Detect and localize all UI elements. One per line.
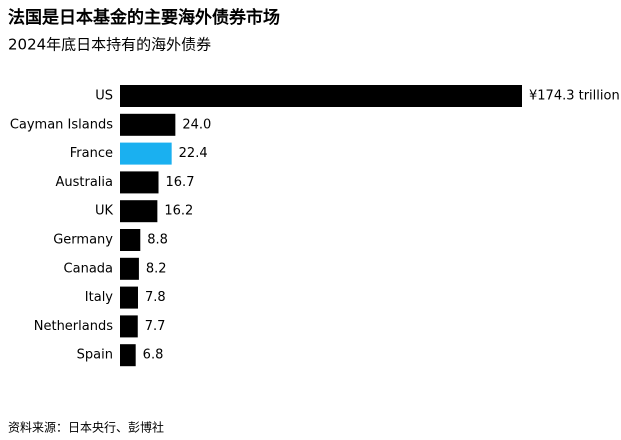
- value-label: 16.2: [164, 204, 193, 219]
- value-label: 8.2: [146, 261, 167, 276]
- bar: [120, 85, 522, 107]
- value-label: 16.7: [166, 175, 195, 190]
- y-tick-label: Italy: [85, 290, 114, 305]
- value-label: 7.7: [145, 319, 166, 334]
- bar: [120, 229, 141, 251]
- y-tick-label: Spain: [77, 348, 113, 363]
- y-tick-label: Australia: [55, 175, 113, 190]
- value-label: 7.8: [145, 290, 166, 305]
- y-tick-label: Netherlands: [34, 319, 113, 334]
- value-label: ¥174.3 trillion: [529, 89, 620, 104]
- y-tick-label: Cayman Islands: [10, 117, 113, 132]
- value-label: 22.4: [179, 146, 208, 161]
- y-tick-label: Germany: [53, 233, 113, 248]
- y-tick-label: US: [95, 89, 113, 104]
- chart-title: 法国是日本基金的主要海外债券市场: [8, 7, 280, 28]
- value-label: 8.8: [147, 233, 168, 248]
- source-note: 资料来源：日本央行、彭博社: [8, 420, 164, 435]
- y-tick-label: UK: [95, 204, 114, 219]
- value-label: 6.8: [143, 348, 164, 363]
- bar: [120, 200, 158, 223]
- bar: [120, 142, 172, 165]
- chart-subtitle: 2024年底日本持有的海外债券: [8, 36, 211, 54]
- value-label: 24.0: [182, 117, 211, 132]
- bar: [120, 257, 139, 280]
- bar: [120, 171, 159, 194]
- y-tick-label: France: [70, 146, 113, 161]
- bar: [120, 286, 138, 309]
- y-tick-label: Canada: [64, 261, 113, 276]
- bar: [120, 344, 136, 367]
- bar: [120, 113, 176, 136]
- bar: [120, 315, 138, 338]
